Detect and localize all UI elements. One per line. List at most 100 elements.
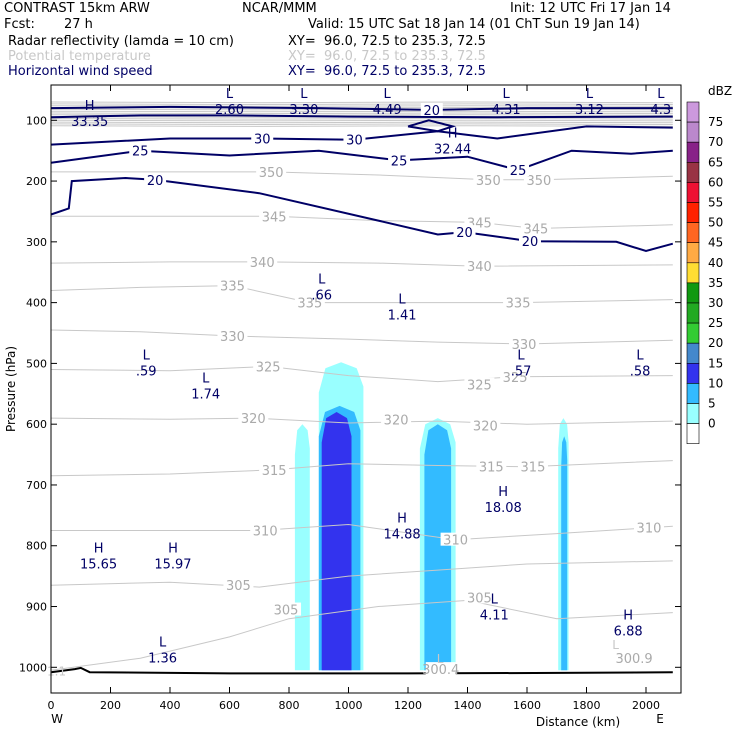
- x-tick-label: 1600: [513, 699, 541, 712]
- field-xy-wind: XY= 96.0, 72.5 to 235.3, 72.5: [288, 64, 486, 79]
- colorbar-swatch: [686, 322, 700, 344]
- x-tick-label: 1000: [335, 699, 363, 712]
- wind-label-bg: [144, 172, 167, 186]
- y-tick-label: 100: [26, 114, 47, 127]
- reflectivity-cell: [294, 424, 310, 671]
- theta-label: 315: [262, 464, 287, 479]
- theta-label-bg: [440, 532, 471, 546]
- theta-label: 300.4: [422, 663, 459, 678]
- extremum-value: 2.60: [215, 103, 244, 118]
- extremum-kind: L: [657, 87, 665, 102]
- field-name-wind: Horizontal wind speed: [8, 64, 153, 79]
- theta-label-bg: [259, 462, 290, 476]
- west-label: W: [51, 712, 63, 726]
- model-title: CONTRAST 15km ARW: [4, 1, 150, 16]
- extremum-kind: H: [448, 127, 458, 142]
- wind-contour: [50, 149, 673, 172]
- theta-label-bg: [476, 459, 507, 473]
- theta-contour: [50, 261, 673, 267]
- theta-label: 340: [250, 256, 275, 271]
- extremum-kind: L: [517, 348, 525, 363]
- y-tick-label: 900: [26, 601, 47, 614]
- theta-label: 300.9: [615, 652, 652, 667]
- x-tick-label: 1800: [573, 699, 601, 712]
- field-name-reflectivity: Radar reflectivity (lamda = 10 cm): [8, 34, 234, 49]
- extremum-kind: L: [300, 87, 308, 102]
- colorbar-label: 25: [708, 316, 723, 330]
- extremum-value: 15.97: [154, 558, 191, 573]
- field-xy-theta: XY= 96.0, 72.5 to 235.3, 72.5: [288, 49, 486, 64]
- theta-label-bg: [503, 295, 534, 309]
- colorbar-swatch: [686, 121, 700, 143]
- colorbar-swatch: [686, 362, 700, 384]
- theta-label: 350: [259, 166, 284, 181]
- theta-label-bg: [256, 164, 287, 178]
- extremum-value: .57: [511, 364, 532, 379]
- theta-label-bg: [217, 278, 248, 292]
- field-name-theta: Potential temperature: [8, 49, 151, 64]
- wind-label-bg: [507, 163, 530, 177]
- plain-label: 1.1: [47, 664, 66, 678]
- colorbar-label: 70: [708, 135, 723, 149]
- theta-label-bg: [500, 369, 531, 383]
- wind-label: 20: [147, 174, 164, 189]
- extremum-value: 4.49: [373, 103, 402, 118]
- wind-label: 20: [522, 235, 539, 250]
- theta-contour: [50, 417, 673, 425]
- theta-label: 345: [524, 222, 549, 237]
- plain-label: L: [437, 652, 444, 666]
- colorbar-label: 50: [708, 216, 723, 230]
- theta-contour: [50, 599, 673, 671]
- wind-label-bg: [388, 153, 411, 167]
- extremum-value: 6.88: [614, 625, 643, 640]
- colorbar-label: 10: [708, 376, 723, 390]
- theta-contour: [50, 123, 673, 126]
- colorbar-label: 40: [708, 256, 723, 270]
- extremum-value: .59: [136, 364, 157, 379]
- colorbar-label: 60: [708, 175, 723, 189]
- colorbar-swatch: [686, 222, 700, 244]
- theta-contour: [51, 523, 673, 541]
- wind-label-bg: [453, 225, 476, 239]
- colorbar-label: 20: [708, 336, 723, 350]
- y-tick-label: 600: [26, 418, 47, 431]
- theta-label: 340: [467, 260, 492, 275]
- colorbar-swatch: [686, 383, 700, 404]
- theta-label: 305: [467, 591, 492, 606]
- y-tick-label: 300: [26, 236, 47, 249]
- wind-contour: [50, 125, 673, 146]
- extremum-value: 1.41: [388, 308, 417, 323]
- theta-label: 345: [262, 210, 287, 225]
- theta-label-bg: [217, 329, 248, 343]
- reflectivity-cell: [424, 424, 452, 671]
- y-axis-title: Pressure (hPa): [4, 346, 18, 432]
- theta-stratosphere-lines: [50, 101, 673, 127]
- theta-contour: [50, 125, 673, 127]
- theta-contour: [50, 560, 673, 588]
- extremum-kind: L: [159, 635, 167, 650]
- y-tick-label: 700: [26, 479, 47, 492]
- theta-contour: [50, 285, 673, 304]
- theta-label-bg: [250, 523, 281, 537]
- theta-contour: [50, 110, 673, 113]
- colorbar-swatch: [686, 262, 700, 284]
- x-tick-label: 800: [279, 699, 300, 712]
- x-tick-label: 400: [160, 699, 181, 712]
- extremum-value: 1.36: [148, 651, 177, 666]
- theta-label-bg: [381, 412, 412, 426]
- theta-label-bg: [520, 221, 551, 235]
- extremum-kind: L: [398, 292, 406, 307]
- colorbar-label: 45: [708, 236, 723, 250]
- theta-label-bg: [473, 172, 504, 186]
- x-tick-label: 2000: [632, 699, 660, 712]
- extremum-kind: H: [85, 99, 95, 114]
- extremum-kind: L: [143, 348, 151, 363]
- colorbar-unit: dBZ: [708, 84, 732, 98]
- theta-contour: [50, 329, 673, 345]
- colorbar-swatch: [686, 101, 700, 123]
- theta-label-bg: [464, 590, 495, 604]
- terrain-line: [50, 666, 673, 675]
- extremum-value: 18.08: [485, 501, 522, 516]
- wind-label: 25: [132, 145, 149, 160]
